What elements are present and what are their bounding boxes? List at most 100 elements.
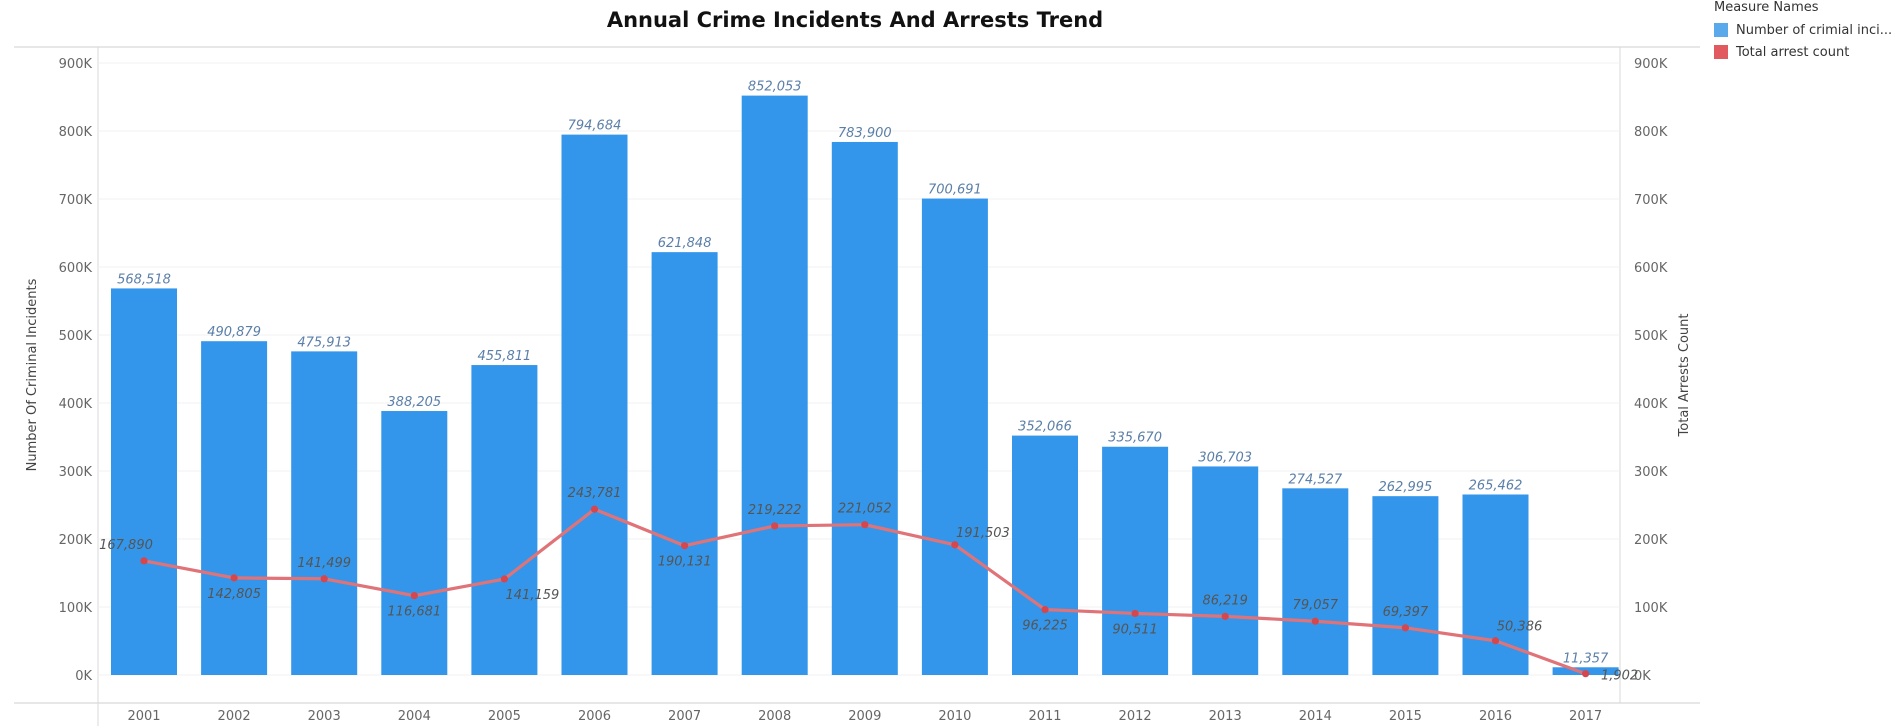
x-tick-label: 2004 [398,709,431,724]
chart-title: Annual Crime Incidents And Arrests Trend [606,8,1104,32]
bar [291,351,358,675]
y-tick-label-left: 300K [59,465,93,480]
bar-value-label: 306,703 [1198,450,1252,465]
line-value-label: 219,222 [748,503,802,518]
x-tick-label: 2003 [308,709,341,724]
x-tick-label: 2015 [1389,709,1422,724]
bar-value-label: 794,684 [568,119,622,134]
y-axis-right-title: Total Arrests Count [1677,314,1692,438]
bar [381,411,448,675]
y-tick-label-left: 200K [59,533,93,548]
y-tick-label-right: 600K [1634,261,1668,276]
y-tick-label-right: 400K [1634,397,1668,412]
line-point [771,522,779,530]
y-tick-label-right: 500K [1634,329,1668,344]
x-tick-label: 2010 [938,709,971,724]
line-point [1221,612,1229,620]
y-tick-label-left: 500K [59,329,93,344]
line-point [590,505,599,513]
y-tick-label-right: 100K [1634,601,1668,616]
legend-swatch-arrests [1714,45,1728,59]
y-tick-label-left: 100K [59,601,93,616]
x-tick-label: 2011 [1028,709,1061,724]
combo-chart: 0K 100K 200K 300K 400K 500K 600K 700K 800K 900K 0… [14,46,1700,726]
bar-series [111,95,1619,676]
line-point [951,541,959,549]
bar-value-label: 455,811 [478,349,532,364]
line-point [1491,637,1500,645]
line-value-label: 221,052 [838,502,892,517]
legend-item-incidents[interactable]: Number of crimial inci... [1714,19,1898,41]
y-tick-label-right: 700K [1634,193,1668,208]
line-value-label: 243,781 [568,486,622,501]
line-point [1311,617,1319,625]
line-value-label: 96,225 [1022,619,1068,634]
legend-label-arrests: Total arrest count [1736,44,1850,60]
bar-value-label: 568,518 [117,272,171,287]
legend-title: Measure Names [1714,0,1819,15]
line-point [320,575,328,583]
line-data-labels: 167,890 142,805 141,499 116,681 141,159 243,7… [99,486,1638,683]
bar [561,134,628,676]
line-point [230,574,238,582]
line-value-label: 1,902 [1601,669,1638,684]
bar [1282,488,1349,675]
x-tick-label: 2013 [1209,709,1242,724]
line-value-label: 69,397 [1383,605,1429,620]
bar [1192,466,1259,675]
x-tick-label: 2017 [1569,709,1602,724]
bar-value-label: 352,066 [1018,420,1072,435]
bar [471,365,538,675]
line-point [410,592,418,600]
line-value-label: 141,499 [297,556,351,571]
x-axis: 2001 2002 2003 2004 2005 2006 2007 2008 2009 2010… [127,709,1602,724]
bar-value-label: 852,053 [748,80,802,95]
x-tick-label: 2009 [848,709,881,724]
line-value-label: 167,890 [99,538,153,553]
line-value-label: 90,511 [1112,622,1158,637]
bar [111,288,177,675]
y-axis-left: 0K 100K 200K 300K 400K 500K 600K 700K 800K 900K [59,57,93,684]
x-tick-label: 2008 [758,709,791,724]
y-axis-left-title: Number Of Criminal Incidents [25,278,40,471]
bar [741,95,808,676]
bar-value-label: 490,879 [207,325,261,340]
bar [1012,435,1078,675]
line-value-label: 86,219 [1202,593,1248,608]
bar-value-label: 700,691 [928,183,982,198]
line-value-label: 190,131 [658,555,712,570]
x-tick-label: 2016 [1479,709,1512,724]
x-tick-label: 2001 [127,709,160,724]
line-value-label: 50,386 [1497,620,1543,635]
bar-value-label: 783,900 [838,126,892,141]
y-tick-label-left: 0K [75,669,92,684]
bar-value-label: 621,848 [658,236,712,251]
y-tick-label-right: 300K [1634,465,1668,480]
x-tick-label: 2014 [1299,709,1332,724]
line-point [500,575,508,583]
bar [201,341,268,675]
chart-frame [14,46,1700,726]
bar-data-labels: 568,518 490,879 475,913 388,205 455,811 794,6… [117,80,1609,667]
bar-value-label: 388,205 [387,395,441,410]
legend-item-arrests[interactable]: Total arrest count [1714,41,1898,63]
bar-value-label: 262,995 [1379,480,1433,495]
bar [831,141,898,675]
line-value-label: 79,057 [1293,598,1339,613]
y-tick-label-left: 800K [59,125,93,140]
legend-label-incidents: Number of crimial inci... [1736,22,1893,38]
legend[interactable]: Measure Names Number of crimial inci... … [1714,0,1898,63]
line-point [140,557,148,565]
x-tick-label: 2006 [578,709,611,724]
line-point [1131,609,1139,618]
y-tick-label-left: 600K [59,261,93,276]
bar [1102,446,1169,675]
y-tick-label-left: 700K [59,193,93,208]
line-value-label: 142,805 [207,587,261,602]
legend-swatch-incidents [1714,23,1728,37]
bar [1372,496,1439,675]
bar-value-label: 274,527 [1288,472,1342,487]
y-tick-label-left: 900K [59,57,93,72]
x-tick-label: 2012 [1119,709,1152,724]
y-tick-label-right: 800K [1634,125,1668,140]
